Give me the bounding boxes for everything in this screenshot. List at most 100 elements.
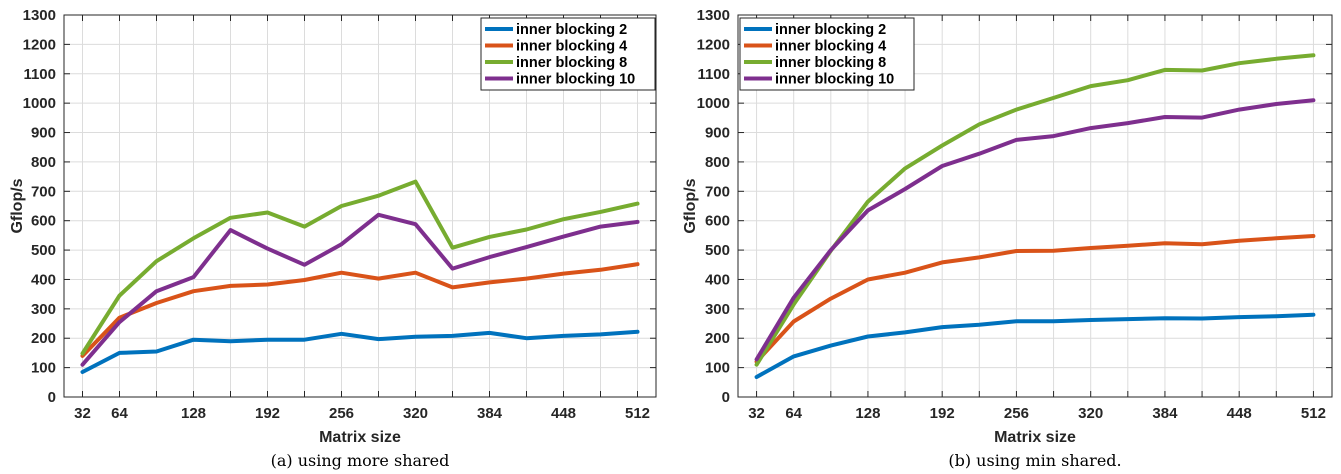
data-point xyxy=(1201,318,1203,320)
y-tick-label: 400 xyxy=(705,271,730,288)
series-line-1 xyxy=(80,329,640,374)
data-point xyxy=(452,335,453,337)
data-point xyxy=(904,167,906,169)
y-tick-label: 0 xyxy=(48,389,56,406)
data-point xyxy=(600,226,601,228)
data-point xyxy=(941,165,943,167)
data-point xyxy=(1015,109,1017,111)
y-tick-label: 900 xyxy=(31,125,56,142)
data-point xyxy=(941,326,943,328)
data-point xyxy=(378,195,379,197)
data-point xyxy=(1053,135,1055,137)
data-point xyxy=(452,268,453,270)
x-tick-label: 128 xyxy=(855,405,880,422)
data-point xyxy=(489,236,490,238)
x-tick-label: 512 xyxy=(1301,405,1326,422)
data-point xyxy=(526,229,527,231)
data-point xyxy=(526,337,527,339)
series-line-4 xyxy=(754,98,1316,362)
data-point xyxy=(600,269,601,271)
figure-caption: (b) using min shared. xyxy=(948,451,1121,470)
x-tick-label: 320 xyxy=(1078,405,1103,422)
y-tick-label: 1000 xyxy=(697,95,730,112)
data-point xyxy=(82,355,83,357)
data-point xyxy=(1312,54,1314,56)
data-point xyxy=(1275,103,1277,105)
x-tick-label: 256 xyxy=(329,405,354,422)
series-line-1 xyxy=(754,312,1316,379)
data-point xyxy=(830,249,832,251)
data-point xyxy=(1090,247,1092,249)
data-point xyxy=(156,260,157,262)
data-point xyxy=(230,217,231,219)
data-point xyxy=(563,218,564,220)
legend-label: inner blocking 4 xyxy=(775,39,886,55)
legend-label: inner blocking 8 xyxy=(516,55,627,71)
data-point xyxy=(563,335,564,337)
data-point xyxy=(1201,243,1203,245)
data-point xyxy=(119,321,120,323)
data-point xyxy=(526,278,527,280)
data-point xyxy=(82,371,83,373)
data-point xyxy=(867,209,869,211)
chart-panel-b: 0 100 200 300 400 500 600 700 800 900 1000 1100 1200… xyxy=(682,7,1333,470)
data-point xyxy=(1238,109,1240,111)
y-tick-label: 200 xyxy=(705,330,730,347)
y-tick-label: 300 xyxy=(705,301,730,318)
data-point xyxy=(978,256,980,258)
data-point xyxy=(1312,99,1314,101)
axes-box xyxy=(63,14,657,398)
x-axis-label: Matrix size xyxy=(994,429,1076,446)
x-tick-label: 32 xyxy=(74,405,91,422)
x-tick-label: 384 xyxy=(477,405,503,422)
x-tick-label: 192 xyxy=(255,405,280,422)
data-point xyxy=(1053,250,1055,252)
series-line-3 xyxy=(80,179,640,356)
y-tick-label: 0 xyxy=(722,389,730,406)
data-point xyxy=(637,263,638,265)
y-tick-label: 1300 xyxy=(697,7,730,24)
data-point xyxy=(119,295,120,297)
y-axis-label: Gflop/s xyxy=(9,178,26,233)
x-tick-label: 64 xyxy=(785,405,802,422)
axes-box xyxy=(737,14,1333,398)
data-point xyxy=(978,153,980,155)
data-point xyxy=(156,302,157,304)
series-line-2 xyxy=(754,234,1316,364)
data-point xyxy=(1275,58,1277,60)
data-point xyxy=(378,338,379,340)
data-point xyxy=(304,264,305,266)
data-point xyxy=(193,339,194,341)
x-tick-label: 32 xyxy=(748,405,765,422)
data-point xyxy=(1015,320,1017,322)
data-point xyxy=(304,226,305,228)
data-point xyxy=(1053,97,1055,99)
data-point xyxy=(1201,117,1203,119)
data-point xyxy=(526,246,527,248)
y-tick-label: 200 xyxy=(31,330,56,347)
y-tick-label: 1100 xyxy=(697,66,730,83)
data-point xyxy=(756,358,758,360)
data-point xyxy=(267,248,268,250)
data-point xyxy=(1164,242,1166,244)
data-point xyxy=(489,256,490,258)
y-tick-label: 500 xyxy=(31,242,56,259)
data-point xyxy=(156,290,157,292)
data-point xyxy=(1238,240,1240,242)
legend-label: inner blocking 2 xyxy=(516,22,627,38)
y-tick-label: 600 xyxy=(705,213,730,230)
data-point xyxy=(193,276,194,278)
x-tick-label: 192 xyxy=(930,405,955,422)
x-tick-label: 384 xyxy=(1152,405,1178,422)
data-point xyxy=(82,364,83,366)
data-point xyxy=(1090,319,1092,321)
y-tick-label: 500 xyxy=(705,242,730,259)
data-point xyxy=(1090,85,1092,87)
data-point xyxy=(489,332,490,334)
data-point xyxy=(600,211,601,213)
legend-label: inner blocking 2 xyxy=(775,22,886,38)
data-point xyxy=(904,331,906,333)
data-point xyxy=(193,237,194,239)
